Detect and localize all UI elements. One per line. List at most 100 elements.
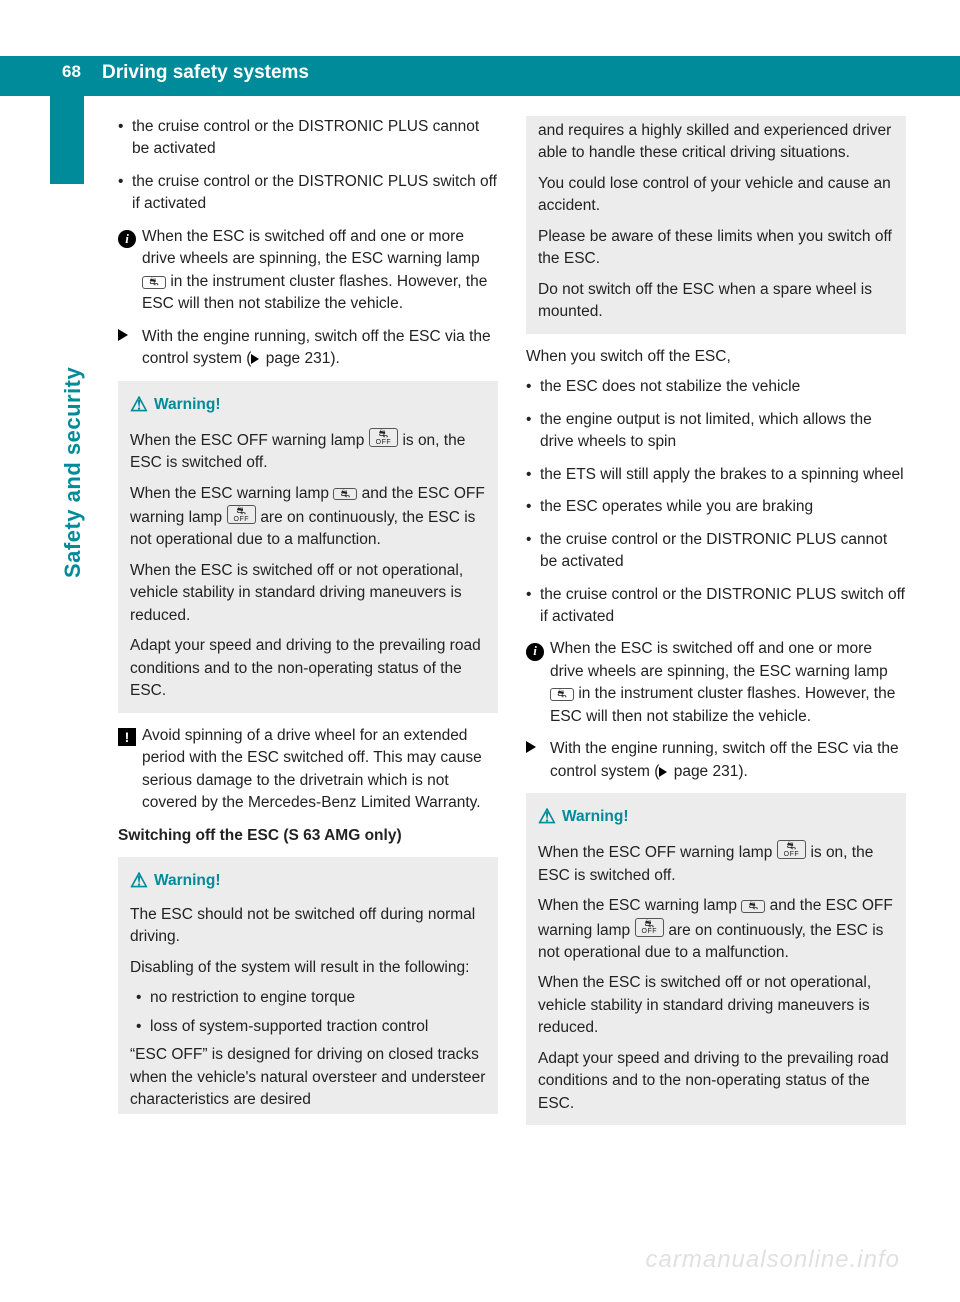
column-left: • the cruise control or the DISTRONIC PL… bbox=[118, 116, 498, 1137]
bullet-icon: • bbox=[136, 1016, 150, 1038]
text-fragment: When the ESC warning lamp bbox=[130, 485, 333, 502]
list-item: • the cruise control or the DISTRONIC PL… bbox=[118, 116, 498, 161]
warning-para: When the ESC is switched off or not oper… bbox=[538, 972, 894, 1039]
warning-para: Adapt your speed and driving to the prev… bbox=[538, 1048, 894, 1115]
caution-icon: ! bbox=[118, 725, 142, 815]
bullet-icon: • bbox=[526, 584, 540, 629]
bullet-text: the cruise control or the DISTRONIC PLUS… bbox=[132, 116, 498, 161]
esc-off-lamp-icon: ⛐OFF bbox=[369, 428, 399, 447]
warning-para: The ESC should not be switched off durin… bbox=[130, 904, 486, 949]
text-fragment: in the instrument cluster flashes. Howev… bbox=[550, 685, 895, 724]
info-text: When the ESC is switched off and one or … bbox=[142, 226, 498, 316]
bullet-icon: • bbox=[526, 529, 540, 574]
step-item: With the engine running, switch off the … bbox=[526, 738, 906, 783]
warning-box: ⚠Warning! The ESC should not be switched… bbox=[118, 857, 498, 1114]
list-item: • the ESC does not stabilize the vehicle bbox=[526, 376, 906, 398]
esc-off-lamp-icon: ⛐OFF bbox=[635, 918, 665, 937]
warning-para: When the ESC is switched off or not oper… bbox=[130, 560, 486, 627]
bullet-text: the cruise control or the DISTRONIC PLUS… bbox=[540, 529, 906, 574]
warning-para: Disabling of the system will result in t… bbox=[130, 957, 486, 979]
warning-box: ⚠ Warning! When the ESC OFF warning lamp … bbox=[118, 381, 498, 713]
esc-lamp-icon: ⛐ bbox=[741, 900, 765, 913]
warning-heading: ⚠ Warning! bbox=[130, 391, 486, 420]
column-right: and requires a highly skilled and experi… bbox=[526, 116, 906, 1137]
info-note: i When the ESC is switched off and one o… bbox=[526, 638, 906, 728]
esc-off-lamp-icon: ⛐OFF bbox=[777, 840, 807, 859]
bullet-text: the engine output is not limited, which … bbox=[540, 409, 906, 454]
text-fragment: When the ESC is switched off and one or … bbox=[142, 228, 480, 267]
warning-para: Do not switch off the ESC when a spare w… bbox=[538, 279, 894, 324]
esc-lamp-icon: ⛐ bbox=[550, 688, 574, 701]
bullet-text: the ESC operates while you are braking bbox=[540, 496, 906, 518]
warning-box: ⚠ Warning! When the ESC OFF warning lamp … bbox=[526, 793, 906, 1125]
text-fragment: When the ESC OFF warning lamp bbox=[538, 844, 777, 861]
caution-note: ! Avoid spinning of a drive wheel for an… bbox=[118, 725, 498, 815]
text-fragment: page 231). bbox=[261, 350, 339, 367]
warning-title: Warning! bbox=[154, 396, 221, 413]
warning-para: When the ESC warning lamp ⛐ and the ESC … bbox=[130, 483, 486, 552]
list-item: • the cruise control or the DISTRONIC PL… bbox=[118, 171, 498, 216]
step-item: With the engine running, switch off the … bbox=[118, 326, 498, 371]
bullet-text: the ETS will still apply the brakes to a… bbox=[540, 464, 906, 486]
bullet-icon: • bbox=[526, 496, 540, 518]
page-number: 68 bbox=[62, 62, 81, 82]
caution-text: Avoid spinning of a drive wheel for an e… bbox=[142, 725, 498, 815]
warning-para: You could lose control of your vehicle a… bbox=[538, 173, 894, 218]
warning-icon: ⚠ bbox=[538, 803, 556, 832]
warning-para: and requires a highly skilled and experi… bbox=[538, 120, 894, 165]
esc-lamp-icon: ⛐ bbox=[142, 276, 166, 289]
bullet-icon: • bbox=[136, 987, 150, 1009]
list-item: • the cruise control or the DISTRONIC PL… bbox=[526, 529, 906, 574]
warning-heading: ⚠Warning! bbox=[130, 867, 486, 896]
list-item: • the ESC operates while you are braking bbox=[526, 496, 906, 518]
list-item: • the ETS will still apply the brakes to… bbox=[526, 464, 906, 486]
esc-lamp-icon: ⛐ bbox=[333, 488, 357, 501]
bullet-text: the cruise control or the DISTRONIC PLUS… bbox=[540, 584, 906, 629]
esc-off-lamp-icon: ⛐OFF bbox=[227, 505, 257, 524]
step-text: With the engine running, switch off the … bbox=[142, 326, 498, 371]
warning-bullet-list: • no restriction to engine torque • loss… bbox=[130, 987, 486, 1038]
warning-para: Adapt your speed and driving to the prev… bbox=[130, 635, 486, 702]
list-item: • the engine output is not limited, whic… bbox=[526, 409, 906, 454]
bullet-icon: • bbox=[526, 464, 540, 486]
list-item: • loss of system-supported traction cont… bbox=[130, 1016, 486, 1038]
page-ref-icon bbox=[659, 767, 667, 777]
warning-para: Please be aware of these limits when you… bbox=[538, 226, 894, 271]
subheading: Switching off the ESC (S 63 AMG only) bbox=[118, 825, 498, 847]
page-ref-icon bbox=[251, 354, 259, 364]
watermark: carmanualsonline.info bbox=[646, 1246, 900, 1274]
bullet-text: no restriction to engine torque bbox=[150, 987, 486, 1009]
step-text: With the engine running, switch off the … bbox=[550, 738, 906, 783]
text-fragment: When the ESC OFF warning lamp bbox=[130, 432, 369, 449]
text-fragment: in the instrument cluster flashes. Howev… bbox=[142, 273, 487, 312]
warning-icon: ⚠ bbox=[130, 867, 148, 896]
warning-box-continued: and requires a highly skilled and experi… bbox=[526, 116, 906, 334]
warning-heading: ⚠ Warning! bbox=[538, 803, 894, 832]
bullet-icon: • bbox=[118, 171, 132, 216]
bullet-text: loss of system-supported traction contro… bbox=[150, 1016, 486, 1038]
warning-para: When the ESC OFF warning lamp ⛐OFF is on… bbox=[130, 428, 486, 475]
content-columns: • the cruise control or the DISTRONIC PL… bbox=[118, 116, 906, 1137]
text-fragment: When the ESC is switched off and one or … bbox=[550, 640, 888, 679]
list-item: • no restriction to engine torque bbox=[130, 987, 486, 1009]
warning-para: When the ESC OFF warning lamp ⛐OFF is on… bbox=[538, 840, 894, 887]
text-fragment: When the ESC warning lamp bbox=[538, 897, 741, 914]
side-label: Safety and security bbox=[60, 367, 86, 578]
bullet-text: the ESC does not stabilize the vehicle bbox=[540, 376, 906, 398]
step-icon bbox=[526, 738, 550, 783]
bullet-text: the cruise control or the DISTRONIC PLUS… bbox=[132, 171, 498, 216]
step-icon bbox=[118, 326, 142, 371]
list-item: • the cruise control or the DISTRONIC PL… bbox=[526, 584, 906, 629]
warning-title: Warning! bbox=[562, 808, 629, 825]
info-note: i When the ESC is switched off and one o… bbox=[118, 226, 498, 316]
bullet-icon: • bbox=[526, 376, 540, 398]
text-fragment: page 231). bbox=[669, 763, 747, 780]
body-para: When you switch off the ESC, bbox=[526, 346, 906, 368]
info-text: When the ESC is switched off and one or … bbox=[550, 638, 906, 728]
info-icon: i bbox=[526, 638, 550, 728]
info-icon: i bbox=[118, 226, 142, 316]
warning-para: When the ESC warning lamp ⛐ and the ESC … bbox=[538, 895, 894, 964]
warning-icon: ⚠ bbox=[130, 391, 148, 420]
warning-para: “ESC OFF” is designed for driving on clo… bbox=[130, 1044, 486, 1111]
side-tab bbox=[50, 96, 84, 184]
